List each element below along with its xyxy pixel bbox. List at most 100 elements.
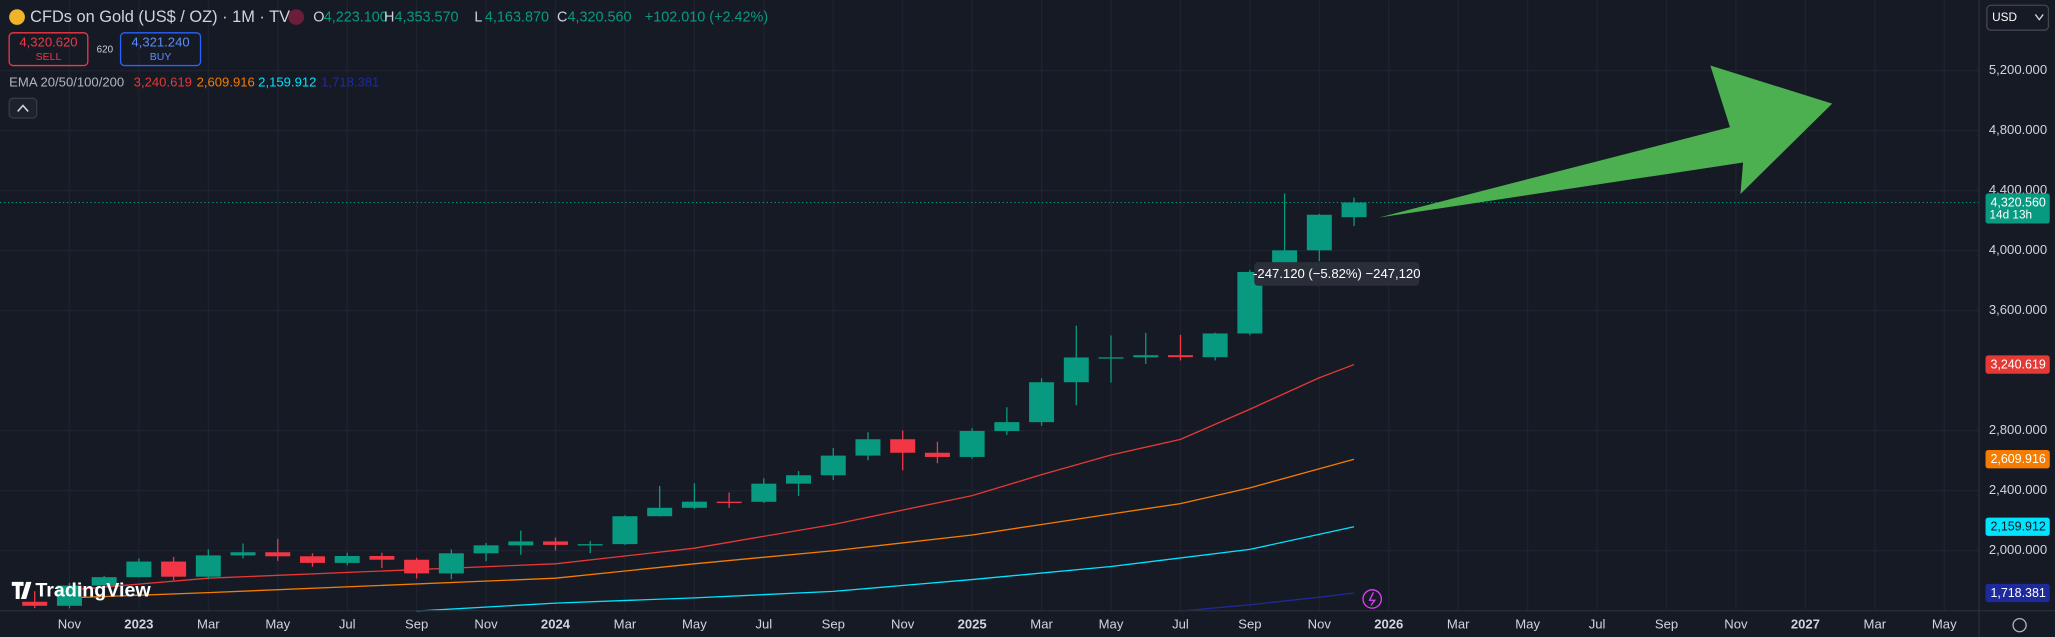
x-tick-label: Sep — [822, 617, 845, 632]
ema-price-label: 2,609.916 — [1990, 452, 2045, 466]
x-tick-label: Nov — [58, 617, 82, 632]
candle-body — [508, 541, 534, 546]
candle-body — [751, 483, 777, 502]
x-tick-label: May — [265, 617, 290, 632]
alert-bolt — [1368, 592, 1377, 606]
ohlc-key: H — [384, 10, 394, 26]
symbol-icon — [9, 9, 25, 25]
x-tick-label: Sep — [405, 617, 428, 632]
candle-body — [404, 559, 430, 574]
ema-price-badge — [1985, 355, 2050, 374]
candle-body — [1133, 355, 1159, 358]
sell-button[interactable] — [8, 32, 89, 67]
y-tick-label: 4,000.000 — [1989, 242, 2047, 257]
candle-body — [56, 585, 82, 606]
x-tick-label: Jul — [339, 617, 356, 632]
logo[interactable]: TradingView — [35, 579, 151, 601]
candle-body — [473, 545, 499, 554]
ohlc-key: O — [313, 10, 324, 26]
ohlc-value: 4,320.560 — [567, 10, 631, 26]
ema-price-badge — [1985, 450, 2050, 469]
x-tick-label: 2027 — [1791, 617, 1820, 632]
x-tick-label: Nov — [474, 617, 498, 632]
candle-body — [195, 555, 221, 577]
ema-price-label: 3,240.619 — [1990, 358, 2045, 372]
buy-price: 4,321.240 — [131, 35, 189, 50]
candle-body — [22, 601, 48, 606]
ema-line — [69, 458, 1355, 599]
tooltip: -247.120 (−5.82%) −247,120 — [1253, 266, 1420, 281]
indicator-name[interactable]: EMA 20/50/100/200 — [9, 75, 124, 90]
x-tick-label: Mar — [197, 617, 220, 632]
x-tick-label: Jul — [755, 617, 772, 632]
spread: 620 — [97, 44, 114, 55]
ohlc-value: 4,163.870 — [485, 10, 549, 26]
x-tick-label: May — [1099, 617, 1124, 632]
y-tick-label: 2,000.000 — [1989, 542, 2047, 557]
candle-body — [959, 430, 985, 457]
collapse-icon — [17, 104, 29, 112]
candle-body — [334, 555, 360, 563]
candle-body — [820, 455, 846, 476]
candle-body — [265, 552, 291, 557]
x-tick-label: Nov — [1308, 617, 1332, 632]
candle-body — [681, 501, 707, 508]
y-tick-label: 3,600.000 — [1989, 302, 2047, 317]
ohlc-value: 4,223.100 — [324, 10, 388, 26]
y-tick-label: 2,800.000 — [1989, 422, 2047, 437]
status-icon[interactable] — [288, 9, 305, 25]
x-tick-label: Mar — [1030, 617, 1053, 632]
candle-body — [369, 555, 395, 560]
x-tick-label: Mar — [1864, 617, 1887, 632]
x-tick-label: Sep — [1655, 617, 1678, 632]
ema-legend-value: 2,159.912 — [258, 75, 316, 90]
currency-caret — [2034, 14, 2044, 21]
ema-price-label: 1,718.381 — [1990, 586, 2045, 600]
ema-price-label: 2,159.912 — [1990, 520, 2045, 534]
sell-label: SELL — [36, 52, 62, 63]
ema-line — [69, 363, 1355, 591]
candle-body — [126, 561, 152, 578]
candle-body — [1341, 202, 1367, 218]
candle-body — [716, 501, 742, 503]
candle-body — [786, 475, 812, 484]
countdown: 14d 13h — [1989, 209, 2032, 222]
candle-body — [1202, 333, 1228, 358]
x-tick-label: Mar — [1447, 617, 1470, 632]
candle-body — [994, 422, 1020, 431]
logo-icon — [11, 581, 32, 599]
x-tick-label: Mar — [614, 617, 637, 632]
alert-icon[interactable] — [1362, 589, 1383, 609]
x-tick-label: Jul — [1172, 617, 1189, 632]
candle-body — [299, 556, 325, 563]
sell-price: 4,320.620 — [19, 35, 77, 50]
candle-body — [1167, 355, 1193, 358]
settings-icon[interactable] — [2012, 617, 2027, 633]
ema-price-badge — [1985, 517, 2050, 536]
collapse-button[interactable] — [8, 97, 38, 119]
x-tick-label: Nov — [1724, 617, 1748, 632]
ema-legend-value: 3,240.619 — [134, 75, 192, 90]
y-tick-label: 5,200.000 — [1989, 62, 2047, 77]
ohlc-change: +102.010 (+2.42%) — [645, 10, 768, 26]
symbol-title[interactable]: CFDs on Gold (US$ / OZ) · 1M · TVC — [30, 8, 302, 26]
x-tick-label: May — [1932, 617, 1957, 632]
ohlc-value: 4,353.570 — [394, 10, 458, 26]
candle-body — [543, 541, 569, 545]
last-price-badge — [1985, 193, 2050, 224]
ohlc-key: L — [474, 10, 482, 26]
candle-body — [1063, 357, 1089, 383]
ema-legend-value: 1,718.381 — [321, 75, 379, 90]
candle-body — [91, 577, 117, 586]
x-tick-label: Sep — [1238, 617, 1261, 632]
buy-button[interactable] — [119, 32, 202, 67]
y-tick-label: 4,800.000 — [1989, 122, 2047, 137]
currency-button[interactable] — [1986, 4, 2050, 31]
candle-body — [577, 544, 603, 546]
candle-body — [161, 561, 187, 577]
ema-price-badge — [1985, 583, 2050, 603]
candle-body — [230, 552, 256, 556]
candle-body — [1029, 382, 1055, 423]
